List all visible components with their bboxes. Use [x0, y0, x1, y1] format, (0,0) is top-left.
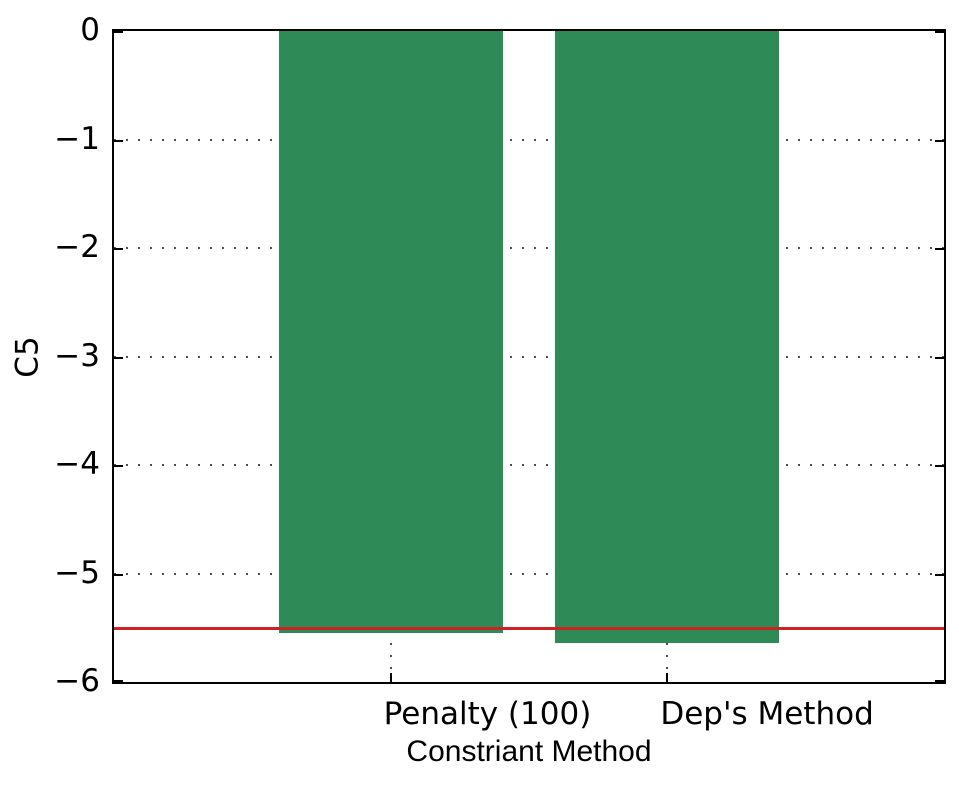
bar-2 [555, 31, 780, 643]
x-axis-label: Constriant Method [406, 735, 652, 768]
x-axis-tick [389, 673, 392, 682]
y-axis-tick [114, 573, 123, 576]
y-axis-tick [114, 139, 123, 142]
plot-area [112, 29, 946, 684]
y-axis-tick [114, 248, 123, 250]
x-tick-labels: Penalty (100) Dep's Method [0, 697, 959, 737]
x-axis-tick [666, 673, 669, 682]
y-axis-tick [935, 356, 944, 359]
y-axis-tick [114, 356, 123, 359]
h-gridline [114, 572, 944, 575]
y-tick-label: −2 [54, 228, 100, 265]
y-axis-tick [935, 465, 944, 467]
y-axis-tick [935, 248, 944, 250]
bars-layer [114, 31, 944, 682]
x-tick-label: Dep's Method [660, 696, 874, 732]
x-tick-label: Penalty (100) [383, 696, 592, 732]
y-tick-label: −5 [54, 554, 100, 591]
y-axis-tick [935, 31, 944, 33]
reference-line [114, 626, 944, 630]
y-axis-tick [935, 680, 944, 682]
y-axis-tick [114, 31, 123, 33]
y-axis-tick [935, 573, 944, 576]
y-axis-tick [114, 680, 123, 682]
y-axis-tick [935, 139, 944, 142]
y-tick-label: −4 [54, 445, 100, 482]
h-gridline [114, 247, 944, 249]
h-gridline [114, 355, 944, 358]
h-gridline [114, 138, 944, 141]
y-tick-label: −3 [54, 337, 100, 374]
y-tick-labels: 0 −1 −2 −3 −4 −5 −6 [0, 14, 100, 696]
bar-1 [278, 31, 503, 634]
overlay-layer [114, 31, 944, 682]
y-tick-label: 0 [80, 11, 100, 48]
h-gridline [114, 464, 944, 466]
y-axis-tick [114, 465, 123, 467]
y-tick-label: −6 [54, 662, 100, 699]
y-tick-label: −1 [54, 120, 100, 157]
